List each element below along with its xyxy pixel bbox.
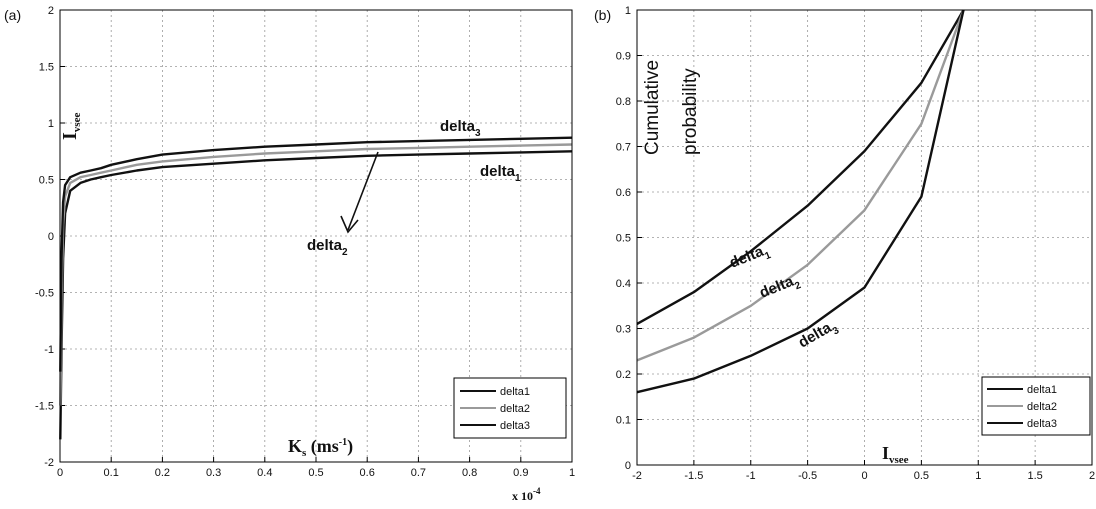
panel-a-grid — [59, 9, 573, 463]
legend-b-label-delta3: delta3 — [1027, 418, 1057, 430]
y-tick-label: 0.6 — [616, 187, 631, 199]
panel-b-tag: (b) — [594, 7, 611, 23]
x-tick-label: -1.5 — [684, 470, 703, 482]
panel-b-legend: delta1 delta2 delta3 — [981, 376, 1091, 436]
y-tick-label: 0.1 — [616, 415, 631, 427]
y-tick-label: -0.5 — [35, 288, 54, 300]
x-tick-label: -0.5 — [798, 470, 817, 482]
x-tick-label: 2 — [1089, 470, 1095, 482]
panel-a-x-multiplier: x 10-4 — [512, 486, 541, 503]
panel-a-annotation-delta2: delta2 — [307, 237, 348, 258]
legend-label-delta2: delta2 — [500, 403, 530, 415]
panel-a-tag: (a) — [4, 7, 21, 23]
y-tick-label: 0.8 — [616, 96, 631, 108]
y-tick-label: 0.5 — [39, 175, 54, 187]
panel-a-arrow — [340, 151, 379, 234]
panel-a-annotation-delta3: delta3 — [440, 118, 481, 139]
x-tick-label: 0.3 — [206, 467, 221, 479]
y-tick-label: 0.2 — [616, 369, 631, 381]
y-tick-label: 0.3 — [616, 324, 631, 336]
x-tick-label: 1 — [569, 467, 575, 479]
y-tick-label: -1.5 — [35, 401, 54, 413]
panel-b-series — [636, 9, 965, 394]
series-line-delta3 — [636, 9, 965, 394]
y-tick-label: 2 — [48, 5, 54, 17]
x-tick-label: 0.5 — [914, 470, 929, 482]
y-tick-label: 1.5 — [39, 62, 54, 74]
panel-a-legend: delta1 delta2 delta3 — [453, 377, 567, 439]
x-tick-label: 0.4 — [257, 467, 272, 479]
series-line-delta3 — [59, 136, 573, 372]
y-tick-label: 0.7 — [616, 142, 631, 154]
panel-a-tick-labels: 0 0.1 0.2 0.3 0.4 0.5 0.6 0.7 0.8 0.9 1 -2 -1.5 -1 -0.… — [35, 5, 575, 479]
panel-b-tick-labels: -2 -1.5 -1 -0.5 0 0.5 1 1.5 2 0 0.1 0.2 0.3 0.4 0.5 0.6… — [616, 5, 1095, 482]
legend-label-delta3: delta3 — [500, 420, 530, 432]
y-tick-label: 0.5 — [616, 233, 631, 245]
x-tick-label: 0.8 — [462, 467, 477, 479]
y-tick-label: -2 — [44, 457, 54, 469]
panel-a-series — [59, 136, 573, 440]
y-tick-label: 0.4 — [616, 278, 631, 290]
series-line-delta1 — [636, 9, 965, 325]
y-tick-label: 1 — [48, 118, 54, 130]
x-tick-label: -2 — [632, 470, 642, 482]
x-tick-label: 0.9 — [513, 467, 528, 479]
x-tick-label: 1.5 — [1027, 470, 1042, 482]
x-tick-label: 0.6 — [360, 467, 375, 479]
panel-b-ylabel-line1: Cumulative — [642, 60, 663, 155]
x-tick-label: 0 — [861, 470, 867, 482]
y-tick-label: 1 — [625, 5, 631, 17]
legend-b-label-delta1: delta1 — [1027, 384, 1057, 396]
x-tick-label: -1 — [746, 470, 756, 482]
panel-b-ylabel-line2: probability — [680, 68, 701, 155]
y-tick-label: 0 — [625, 460, 631, 472]
panel-a-xlabel: Ks (ms-1) — [288, 436, 353, 459]
x-tick-label: 0.5 — [308, 467, 323, 479]
legend-label-delta1: delta1 — [500, 386, 530, 398]
panel-b-frame — [636, 9, 1093, 466]
panel-a-frame — [59, 9, 573, 463]
panel-a-ylabel: Ivsee — [59, 113, 83, 140]
y-tick-label: -1 — [44, 344, 54, 356]
x-tick-label: 0 — [57, 467, 63, 479]
panel-b-grid — [636, 9, 1093, 466]
x-tick-label: 1 — [975, 470, 981, 482]
x-tick-label: 0.2 — [155, 467, 170, 479]
x-tick-label: 0.1 — [104, 467, 119, 479]
legend-b-label-delta2: delta2 — [1027, 401, 1057, 413]
y-tick-label: 0 — [48, 231, 54, 243]
series-line-delta2 — [59, 143, 573, 406]
y-tick-label: 0.9 — [616, 51, 631, 63]
panel-b-xlabel: Ivsee — [882, 443, 909, 466]
panel-a-annotation-delta1: delta1 — [480, 163, 521, 184]
x-tick-label: 0.7 — [411, 467, 426, 479]
panel-a: (a) 0 0.1 0.2 0.3 0.4 0.5 0.6 0.7 0.8 0.9 1 -2 -1.5 -… — [4, 5, 575, 503]
panel-b: (b) -2 -1.5 -1 -0.5 0 0.5 1 1.5 2 0 0.1 0.2 0.3 0.4 0.… — [594, 5, 1095, 482]
series-line-delta2 — [636, 9, 965, 362]
